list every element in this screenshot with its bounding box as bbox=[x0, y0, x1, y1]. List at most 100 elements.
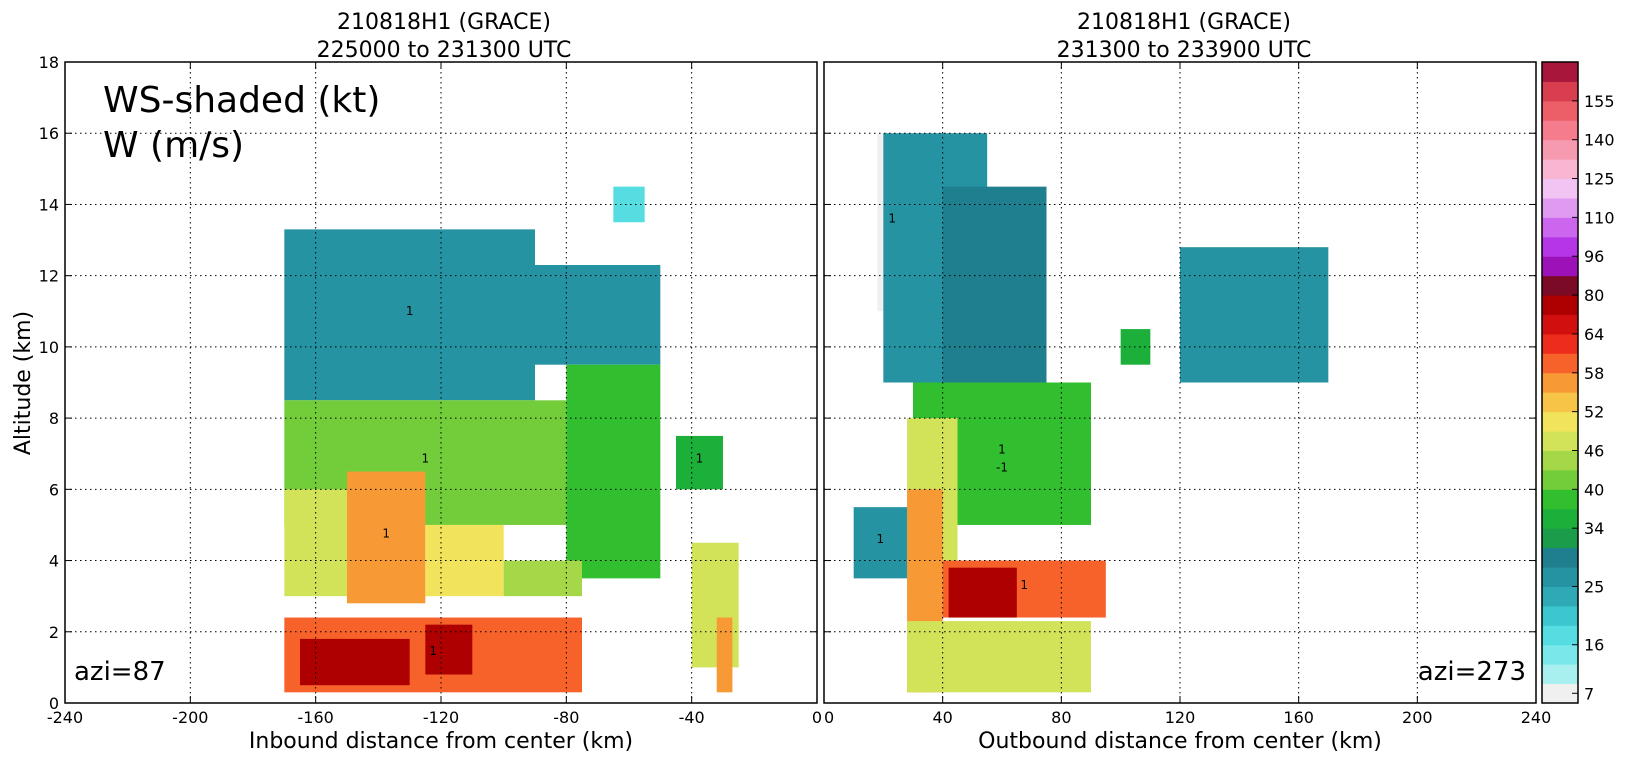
left-title: 210818H1 (GRACE) bbox=[337, 10, 551, 35]
right-x-tick-label-2: 80 bbox=[1051, 708, 1071, 727]
left-ws-cell-10 bbox=[300, 638, 410, 686]
left-panel: 210818H1 (GRACE) 225000 to 231300 UTC 1 1… bbox=[11, 10, 822, 754]
colorbar-segment-17 bbox=[1542, 353, 1578, 374]
left-ws-cell-2 bbox=[613, 186, 645, 223]
colorbar-segment-11 bbox=[1542, 469, 1578, 490]
colorbar-segment-10 bbox=[1542, 489, 1578, 510]
left-y-tick-label-1: 2 bbox=[49, 623, 59, 642]
left-ws-cell-7 bbox=[425, 524, 504, 597]
left-x-tick-label-6: 0 bbox=[812, 708, 822, 727]
left-x-axis-label: Inbound distance from center (km) bbox=[249, 729, 633, 754]
colorbar-segment-1 bbox=[1542, 664, 1578, 685]
colorbar-tick-label-9: 80 bbox=[1584, 286, 1604, 305]
left-contour-label-3: 1 bbox=[422, 452, 430, 466]
left-subtitle: 225000 to 231300 UTC bbox=[317, 38, 572, 63]
colorbar-segment-13 bbox=[1542, 431, 1578, 451]
colorbar-segment-18 bbox=[1542, 333, 1578, 354]
left-ws-cell-6 bbox=[347, 471, 426, 604]
right-title: 210818H1 (GRACE) bbox=[1077, 10, 1291, 35]
colorbar-segment-23 bbox=[1542, 236, 1578, 257]
colorbar-segment-21 bbox=[1542, 275, 1578, 296]
colorbar-segment-27 bbox=[1542, 159, 1578, 180]
left-y-tick-label-6: 12 bbox=[39, 267, 59, 286]
colorbar-segment-20 bbox=[1542, 295, 1578, 316]
right-x-tick-label-0: 0 bbox=[824, 708, 834, 727]
left-contour-label-12: 1 bbox=[696, 452, 704, 466]
colorbar-segment-4 bbox=[1542, 605, 1578, 626]
colorbar-segment-15 bbox=[1542, 392, 1578, 413]
right-contours: 1 1 1 1 -1 bbox=[877, 211, 1029, 592]
annotation-azi-left: azi=87 bbox=[74, 657, 166, 687]
left-x-tick-label-1: -200 bbox=[172, 708, 208, 727]
left-y-tick-label-7: 14 bbox=[39, 195, 59, 214]
left-y-tick-label-8: 16 bbox=[39, 124, 59, 143]
left-heatmap bbox=[284, 186, 739, 693]
right-panel: 210818H1 (GRACE) 231300 to 233900 UTC 11… bbox=[823, 10, 1552, 754]
colorbar-segment-8 bbox=[1542, 528, 1578, 549]
colorbar-tick-label-1: 16 bbox=[1584, 636, 1604, 655]
colorbar-frame bbox=[1541, 61, 1579, 704]
left-ws-cell-1 bbox=[535, 264, 661, 365]
colorbar-segment-29 bbox=[1542, 120, 1578, 141]
left-ws-cell-0 bbox=[284, 229, 535, 401]
colorbar-tick-label-0: 7 bbox=[1584, 684, 1594, 703]
left-ws-cell-4 bbox=[566, 364, 661, 579]
colorbar-tick-label-5: 46 bbox=[1584, 441, 1604, 460]
left-x-tick-label-0: -240 bbox=[47, 708, 83, 727]
colorbar-tick-label-13: 140 bbox=[1584, 131, 1615, 150]
right-ws-cell-9 bbox=[853, 507, 908, 579]
colorbar-segment-19 bbox=[1542, 314, 1578, 335]
colorbar-segment-12 bbox=[1542, 450, 1578, 471]
left-x-ticks: -240 -200 -160 -120 -80 -40 0 bbox=[47, 62, 822, 727]
colorbar-segment-30 bbox=[1542, 100, 1578, 121]
colorbar-segment-22 bbox=[1542, 256, 1578, 277]
colorbar-segment-7 bbox=[1542, 547, 1578, 568]
left-ws-cell-8 bbox=[503, 560, 582, 597]
y-axis-label: Altitude (km) bbox=[11, 311, 36, 455]
left-y-tick-label-4: 8 bbox=[49, 409, 59, 428]
colorbar-tick-label-12: 125 bbox=[1584, 170, 1615, 189]
left-contour-label-9: 1 bbox=[429, 644, 437, 658]
right-x-tick-label-6: 240 bbox=[1521, 708, 1552, 727]
right-y-ticks bbox=[824, 61, 1536, 704]
right-ws-cell-10 bbox=[1180, 247, 1329, 383]
right-contour-label-0: 1 bbox=[888, 211, 896, 225]
colorbar-segment-3 bbox=[1542, 625, 1578, 646]
left-x-tick-label-5: -40 bbox=[679, 708, 705, 727]
right-x-tick-label-3: 120 bbox=[1165, 708, 1196, 727]
right-grid bbox=[824, 62, 1536, 703]
colorbar-segment-0 bbox=[1542, 683, 1578, 704]
right-contour-label-9: 1 bbox=[877, 532, 885, 546]
left-y-tick-label-9: 18 bbox=[39, 53, 59, 72]
colorbar-segment-28 bbox=[1542, 139, 1578, 160]
right-contour-label-6: 1 bbox=[1020, 578, 1028, 592]
right-heatmap bbox=[853, 133, 1329, 693]
right-subtitle: 231300 to 233900 UTC bbox=[1057, 38, 1312, 63]
colorbar-segment-5 bbox=[1542, 586, 1578, 607]
colorbar-tick-label-11: 110 bbox=[1584, 208, 1615, 227]
right-ws-cell-7 bbox=[948, 567, 1017, 618]
colorbar-segment-32 bbox=[1542, 62, 1578, 82]
left-contour-label-0: 1 bbox=[406, 304, 414, 318]
colorbar-segment-26 bbox=[1542, 178, 1578, 199]
left-contour-label-6: 1 bbox=[382, 526, 390, 540]
right-ws-cell-8 bbox=[907, 621, 1091, 693]
right-x-ticks: 0 40 80 120 160 200 240 bbox=[823, 62, 1552, 727]
left-y-tick-label-0: 0 bbox=[49, 694, 59, 713]
colorbar-tick-label-3: 34 bbox=[1584, 519, 1604, 538]
colorbar-segment-14 bbox=[1542, 411, 1578, 432]
colorbar-segment-16 bbox=[1542, 372, 1578, 393]
colorbar-tick-label-14: 155 bbox=[1584, 92, 1615, 111]
colorbar-tick-label-8: 64 bbox=[1584, 325, 1604, 344]
left-ws-cell-12 bbox=[676, 435, 723, 490]
colorbar-tick-label-6: 52 bbox=[1584, 403, 1604, 422]
right-contour-label-negative: -1 bbox=[996, 461, 1008, 475]
annotation-ws-shaded: WS-shaded (kt) bbox=[103, 80, 380, 121]
right-contour-label-3: 1 bbox=[998, 443, 1006, 457]
colorbar-segment-2 bbox=[1542, 644, 1578, 665]
colorbar-segment-6 bbox=[1542, 567, 1578, 587]
right-ws-cell-2 bbox=[942, 186, 1047, 401]
right-x-tick-label-5: 200 bbox=[1402, 708, 1433, 727]
colorbar-segment-9 bbox=[1542, 508, 1578, 529]
